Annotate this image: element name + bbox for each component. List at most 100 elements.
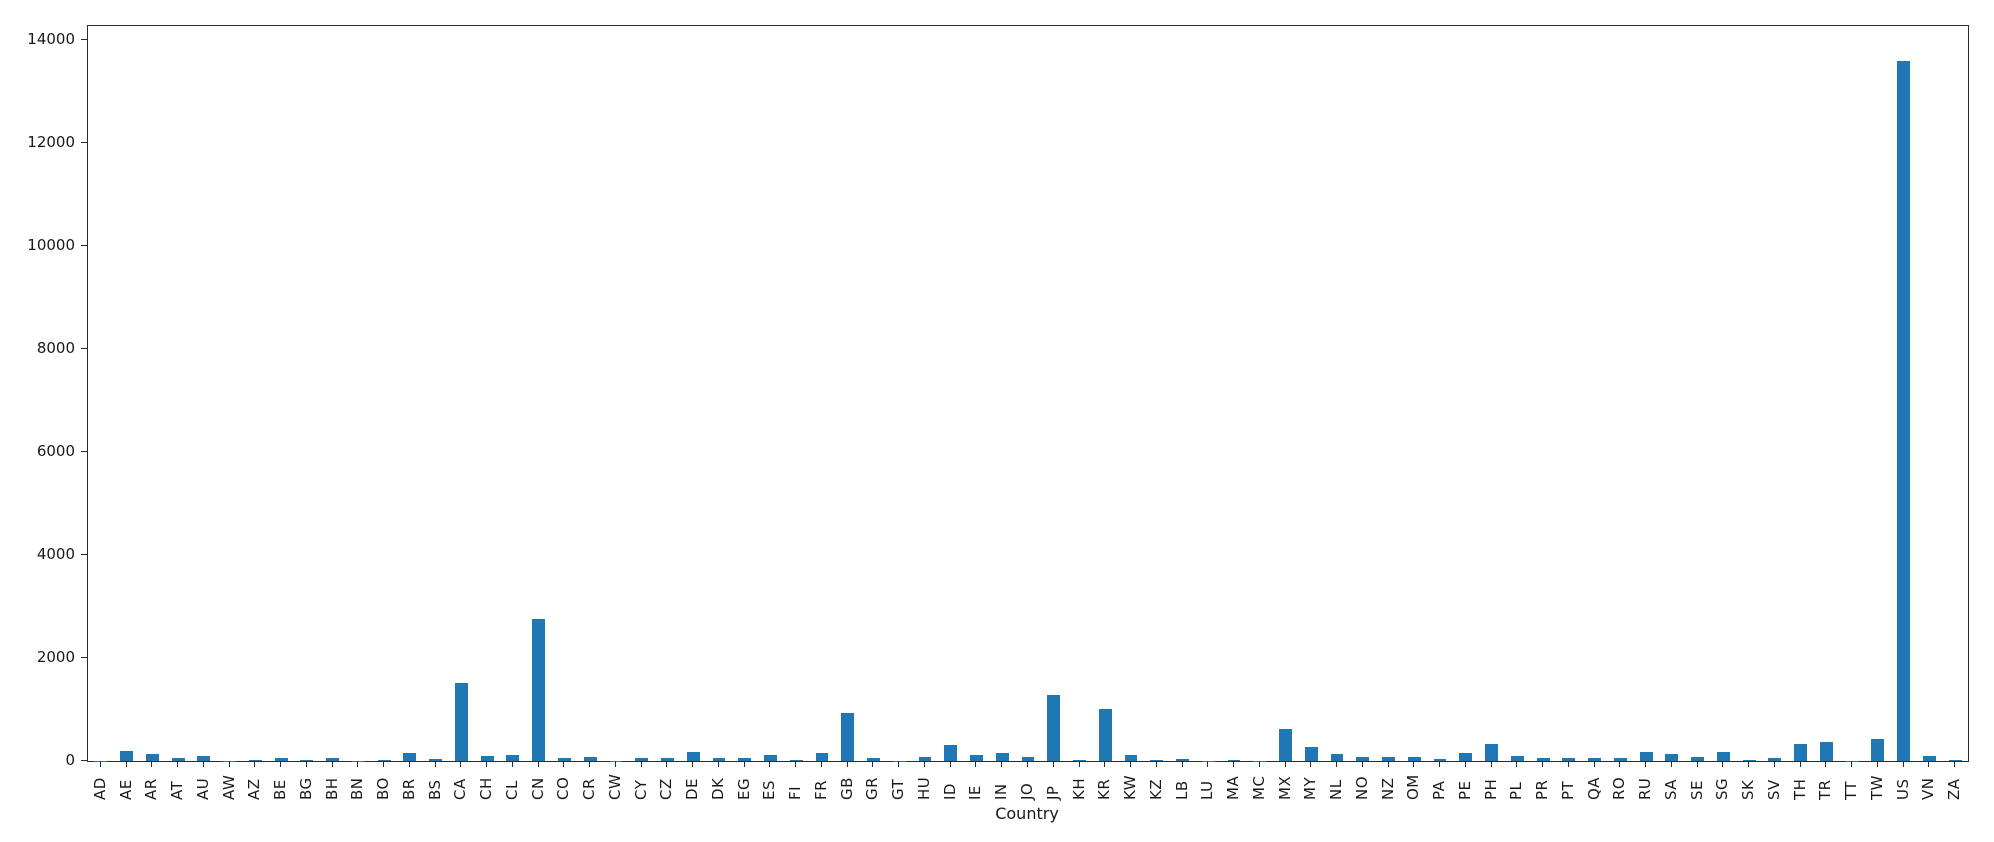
bar-AR bbox=[145, 754, 159, 761]
x-tick-label-CH: CH bbox=[477, 777, 496, 800]
x-tick-mark bbox=[1130, 761, 1131, 767]
x-tick-label-PT: PT bbox=[1558, 780, 1577, 800]
x-tick-label-GR: GR bbox=[863, 776, 882, 800]
bar-IE bbox=[970, 755, 983, 761]
bar-QA bbox=[1588, 758, 1601, 761]
x-tick-mark bbox=[1052, 761, 1054, 767]
x-tick-label-DE: DE bbox=[683, 777, 702, 800]
x-tick-mark bbox=[1104, 761, 1106, 767]
x-tick-label-RU: RU bbox=[1636, 777, 1655, 800]
x-axis-title: Country bbox=[995, 804, 1059, 823]
bar-SA bbox=[1665, 754, 1679, 761]
x-tick-label-AR: AR bbox=[142, 778, 161, 800]
x-tick-label-QA: QA bbox=[1584, 776, 1603, 800]
x-tick-label-PL: PL bbox=[1507, 781, 1526, 800]
x-tick-mark bbox=[1336, 761, 1338, 767]
bar-FR bbox=[815, 752, 829, 761]
x-tick-label-CW: CW bbox=[605, 773, 624, 800]
bar-JO bbox=[1021, 757, 1035, 761]
bar-CW bbox=[609, 760, 623, 761]
x-tick-label-DK: DK bbox=[708, 777, 727, 800]
bar-SV bbox=[1768, 757, 1782, 761]
x-tick-mark bbox=[1645, 761, 1647, 767]
x-tick-mark bbox=[820, 761, 822, 767]
y-tick-mark bbox=[81, 39, 87, 40]
bar-SK bbox=[1742, 759, 1756, 761]
x-tick-mark bbox=[1954, 761, 1956, 767]
x-tick-mark bbox=[1464, 761, 1466, 767]
x-tick-mark bbox=[1928, 761, 1930, 767]
bar-BG bbox=[300, 759, 314, 761]
x-tick-label-AD: AD bbox=[90, 777, 109, 800]
x-tick-label-NO: NO bbox=[1352, 775, 1371, 800]
x-tick-mark bbox=[1387, 761, 1389, 767]
bar-CR bbox=[583, 757, 597, 761]
bar-ID bbox=[944, 745, 958, 761]
x-tick-label-LB: LB bbox=[1172, 780, 1191, 800]
bar-TH bbox=[1794, 743, 1808, 761]
x-tick-label-GT: GT bbox=[889, 778, 908, 800]
x-tick-label-RO: RO bbox=[1610, 776, 1629, 800]
x-tick-mark bbox=[331, 761, 333, 767]
bar-CY bbox=[635, 758, 649, 761]
x-tick-label-IE: IE bbox=[966, 785, 985, 800]
x-tick-mark bbox=[1799, 761, 1801, 767]
y-tick-label: 12000 bbox=[27, 133, 75, 151]
x-tick-mark bbox=[923, 761, 925, 767]
x-tick-mark bbox=[795, 761, 797, 767]
x-tick-label-BN: BN bbox=[348, 777, 367, 800]
bar-US bbox=[1897, 61, 1911, 761]
x-tick-mark bbox=[1773, 761, 1775, 767]
x-tick-mark bbox=[151, 761, 153, 767]
bar-EG bbox=[738, 757, 752, 761]
bar-TR bbox=[1819, 742, 1833, 761]
x-tick-label-BE: BE bbox=[271, 779, 290, 800]
bar-KR bbox=[1098, 709, 1112, 761]
x-tick-mark bbox=[975, 761, 977, 767]
bar-HU bbox=[918, 757, 932, 761]
x-tick-mark bbox=[1361, 761, 1363, 767]
bar-SG bbox=[1716, 751, 1730, 761]
x-tick-mark bbox=[614, 761, 616, 767]
x-tick-mark bbox=[743, 761, 745, 767]
x-tick-label-BG: BG bbox=[296, 777, 315, 800]
x-tick-label-SE: SE bbox=[1687, 780, 1706, 800]
x-tick-label-AZ: AZ bbox=[245, 778, 264, 800]
bar-AE bbox=[120, 751, 134, 761]
x-tick-label-BH: BH bbox=[322, 777, 341, 800]
x-tick-label-CN: CN bbox=[528, 777, 547, 800]
x-tick-mark bbox=[125, 761, 127, 767]
x-tick-mark bbox=[692, 761, 694, 767]
x-tick-mark bbox=[1902, 761, 1904, 767]
x-tick-label-CO: CO bbox=[554, 776, 573, 800]
bar-GR bbox=[867, 757, 880, 761]
x-tick-mark bbox=[1593, 761, 1595, 767]
x-tick-mark bbox=[1078, 761, 1080, 767]
x-tick-label-TH: TH bbox=[1790, 778, 1809, 800]
bar-JP bbox=[1047, 695, 1061, 761]
x-tick-mark bbox=[1001, 761, 1003, 767]
x-tick-label-ID: ID bbox=[940, 783, 959, 800]
bar-CN bbox=[532, 618, 546, 761]
x-tick-label-PH: PH bbox=[1481, 778, 1500, 800]
x-tick-label-CL: CL bbox=[502, 780, 521, 800]
bar-NZ bbox=[1382, 756, 1395, 761]
x-tick-label-VN: VN bbox=[1919, 777, 1938, 800]
y-tick-mark bbox=[81, 142, 87, 143]
x-tick-label-MX: MX bbox=[1275, 775, 1294, 800]
x-tick-label-NZ: NZ bbox=[1378, 777, 1397, 801]
y-tick-label: 6000 bbox=[36, 442, 75, 460]
x-tick-label-KZ: KZ bbox=[1146, 778, 1165, 800]
bar-GB bbox=[841, 712, 855, 761]
x-tick-mark bbox=[1155, 761, 1157, 767]
x-tick-mark bbox=[589, 761, 591, 767]
bar-LB bbox=[1176, 758, 1189, 761]
x-tick-label-KH: KH bbox=[1069, 777, 1088, 800]
x-tick-mark bbox=[383, 761, 385, 767]
bar-SE bbox=[1691, 756, 1705, 761]
x-tick-mark bbox=[1027, 761, 1028, 767]
x-tick-mark bbox=[872, 761, 874, 767]
x-tick-label-LU: LU bbox=[1198, 780, 1217, 800]
x-tick-label-TR: TR bbox=[1816, 779, 1835, 800]
y-tick-label: 0 bbox=[65, 751, 75, 769]
